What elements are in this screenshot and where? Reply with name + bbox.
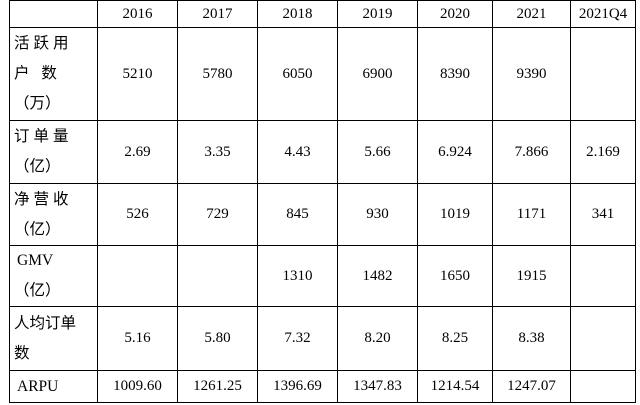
table-cell [570, 306, 636, 371]
table-row-gmv: GMV （亿） 1310 1482 1650 1915 [9, 245, 636, 307]
table-cell: 1482 [337, 245, 418, 307]
row-label-line: （亿） [14, 282, 61, 299]
header-year-2019: 2019 [337, 0, 418, 28]
table-row-active-users: 活跃用 户 数 （万） 5210 5780 6050 6900 8390 939… [9, 27, 636, 121]
table-cell: 7.32 [257, 306, 338, 371]
table-cell: 8.20 [337, 306, 418, 371]
row-label-line: 活跃用 [14, 35, 73, 52]
table-cell: 1915 [492, 245, 571, 307]
row-label-active-users: 活跃用 户 数 （万） [9, 27, 98, 121]
table-cell: 5210 [97, 27, 178, 121]
table-cell: 2.169 [570, 120, 636, 184]
table-cell: 729 [177, 183, 258, 246]
row-label-arpu: ARPU [9, 370, 98, 403]
table-cell: 6900 [337, 27, 418, 121]
row-label-line: GMV [17, 252, 54, 269]
row-label-orders: 订单量 （亿） [9, 120, 98, 184]
row-label-line: （亿） [14, 220, 61, 238]
table-cell: 1396.69 [257, 370, 338, 403]
table-row-orders: 订单量 （亿） 2.69 3.35 4.43 5.66 6.924 7.866 … [9, 120, 636, 184]
table-cell: 5.66 [337, 120, 418, 184]
table-cell: 1247.07 [492, 370, 571, 403]
table-cell [177, 245, 258, 307]
row-label-orders-per-user: 人均订单 数 [9, 306, 98, 371]
table-cell: 6050 [257, 27, 338, 121]
table-cell: 1019 [417, 183, 493, 246]
table-cell: 5.16 [97, 306, 178, 371]
data-table: 2016 2017 2018 2019 2020 2021 2021Q4 活跃用… [9, 0, 636, 403]
table-row-net-revenue: 净营收 （亿） 526 729 845 930 1019 1171 341 [9, 183, 636, 246]
header-year-2018: 2018 [257, 0, 338, 28]
table-cell: 5.80 [177, 306, 258, 371]
header-row: 2016 2017 2018 2019 2020 2021 2021Q4 [9, 0, 636, 28]
table-cell: 3.35 [177, 120, 258, 184]
table-cell: 5780 [177, 27, 258, 121]
table-cell: 7.866 [492, 120, 571, 184]
header-2021q4: 2021Q4 [570, 0, 636, 28]
row-label-line: 订单量 [14, 128, 73, 145]
table-cell: 930 [337, 183, 418, 246]
table-cell: 1009.60 [97, 370, 178, 403]
table-cell [97, 245, 178, 307]
table-cell: 8.38 [492, 306, 571, 371]
table-cell: 341 [570, 183, 636, 246]
table-cell: 526 [97, 183, 178, 246]
row-label-line: 户 数 [14, 65, 61, 82]
row-label-line: 数 [14, 344, 30, 362]
table-cell: 845 [257, 183, 338, 246]
header-year-2016: 2016 [97, 0, 178, 28]
row-label-net-revenue: 净营收 （亿） [9, 183, 98, 246]
table-cell: 8390 [417, 27, 493, 121]
table-cell [570, 245, 636, 307]
table-cell: 1650 [417, 245, 493, 307]
header-corner-cell [9, 0, 98, 28]
table-cell: 6.924 [417, 120, 493, 184]
table-cell: 1261.25 [177, 370, 258, 403]
table-cell: 1310 [257, 245, 338, 307]
table-cell: 9390 [492, 27, 571, 121]
row-label-line: 人均订单 [14, 314, 77, 332]
table-row-arpu: ARPU 1009.60 1261.25 1396.69 1347.83 121… [9, 370, 636, 403]
row-label-gmv: GMV （亿） [9, 245, 98, 307]
header-year-2017: 2017 [177, 0, 258, 28]
table-cell [570, 27, 636, 121]
header-year-2020: 2020 [417, 0, 493, 28]
table-cell: 8.25 [417, 306, 493, 371]
table-cell [570, 370, 636, 403]
row-label-line: （亿） [14, 158, 61, 175]
table-cell: 4.43 [257, 120, 338, 184]
table-cell: 1214.54 [417, 370, 493, 403]
row-label-line: 净营收 [14, 190, 73, 208]
table-row-orders-per-user: 人均订单 数 5.16 5.80 7.32 8.20 8.25 8.38 [9, 306, 636, 371]
table-cell: 2.69 [97, 120, 178, 184]
header-year-2021: 2021 [492, 0, 571, 28]
row-label-line: （万） [14, 95, 61, 112]
row-label-line: ARPU [17, 377, 59, 395]
table-cell: 1171 [492, 183, 571, 246]
table-cell: 1347.83 [337, 370, 418, 403]
